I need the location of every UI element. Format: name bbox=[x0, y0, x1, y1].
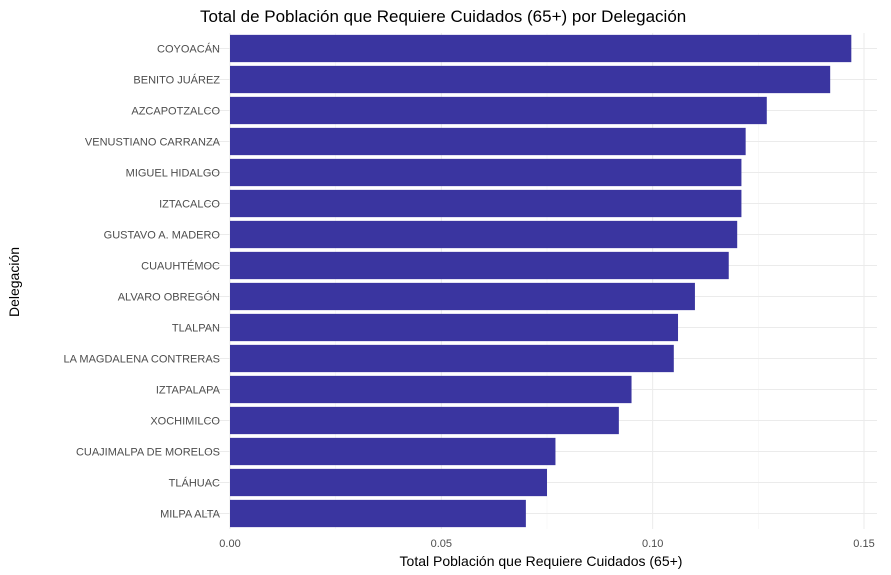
x-tick-label: 0.05 bbox=[431, 538, 452, 550]
bar bbox=[230, 158, 742, 187]
bars-group bbox=[230, 34, 852, 528]
category-label: TLALPAN bbox=[172, 323, 220, 335]
bar bbox=[230, 189, 742, 218]
bar bbox=[230, 313, 679, 342]
bar bbox=[230, 251, 729, 280]
category-label: IZTAPALAPA bbox=[156, 385, 221, 397]
bar bbox=[230, 127, 746, 156]
bar bbox=[230, 282, 695, 311]
category-label: BENITO JUÁREZ bbox=[133, 74, 220, 87]
category-label: CUAJIMALPA DE MORELOS bbox=[76, 447, 220, 459]
bar bbox=[230, 220, 738, 249]
bar bbox=[230, 65, 831, 94]
bar bbox=[230, 406, 619, 435]
x-tick-label: 0.10 bbox=[642, 538, 663, 550]
x-axis-title: Total Población que Requiere Cuidados (6… bbox=[400, 553, 683, 569]
category-label: CUAUHTÉMOC bbox=[141, 260, 220, 273]
category-labels: COYOACÁN BENITO JUÁREZ AZCAPOTZALCO VENUSTI… bbox=[64, 43, 221, 521]
category-label: AZCAPOTZALCO bbox=[131, 106, 220, 118]
bar bbox=[230, 96, 767, 125]
bar bbox=[230, 437, 556, 466]
x-tick-labels: 0.00 0.05 0.10 0.15 bbox=[219, 538, 874, 550]
chart-title: Total de Población que Requiere Cuidados… bbox=[200, 7, 686, 26]
category-label: VENUSTIANO CARRANZA bbox=[85, 137, 221, 149]
category-label: MILPA ALTA bbox=[160, 509, 221, 521]
category-label: GUSTAVO A. MADERO bbox=[104, 230, 221, 242]
category-label: MIGUEL HIDALGO bbox=[126, 168, 221, 180]
bar bbox=[230, 34, 852, 63]
category-label: IZTACALCO bbox=[159, 199, 220, 211]
x-tick-label: 0.00 bbox=[219, 538, 240, 550]
y-axis-title: Delegación bbox=[6, 247, 22, 317]
category-label: ALVARO OBREGÓN bbox=[118, 291, 220, 304]
bar bbox=[230, 375, 632, 404]
x-tick-label: 0.15 bbox=[853, 538, 874, 550]
category-label: TLÁHUAC bbox=[169, 477, 220, 490]
category-label: COYOACÁN bbox=[157, 43, 220, 56]
bar bbox=[230, 468, 547, 497]
bar bbox=[230, 499, 526, 528]
category-label: XOCHIMILCO bbox=[150, 416, 220, 428]
category-label: LA MAGDALENA CONTRERAS bbox=[64, 354, 221, 366]
bar bbox=[230, 344, 674, 373]
